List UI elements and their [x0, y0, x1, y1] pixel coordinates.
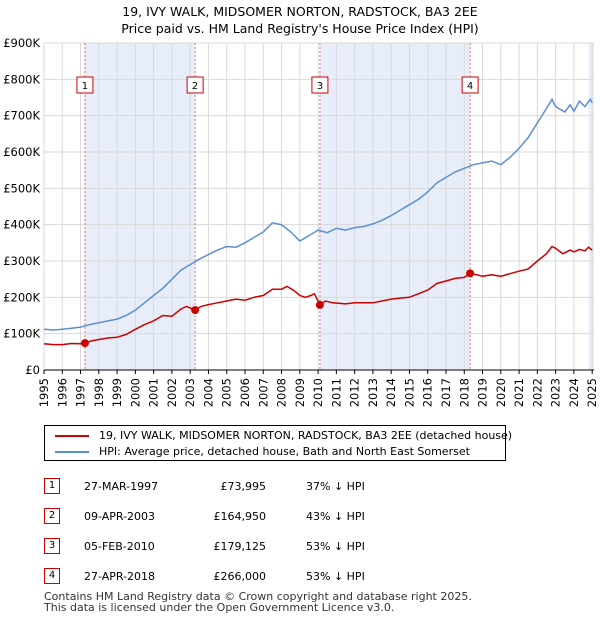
legend-hpi-label: HPI: Average price, detached house, Bath… [99, 445, 470, 458]
sale-label-number: 3 [317, 81, 323, 92]
x-tick-label: 2023 [549, 378, 563, 407]
chart-subtitle: Price paid vs. HM Land Registry's House … [121, 21, 479, 36]
legend-hpi-swatch [55, 451, 89, 453]
x-tick-label: 2017 [439, 378, 453, 407]
sale-row: 3 05-FEB-2010 £179,125 53% ↓ HPI [0, 536, 600, 566]
shaded-range [588, 43, 594, 370]
sale-hpi-diff: 53% ↓ HPI [306, 570, 365, 583]
x-tick-label: 2012 [348, 378, 362, 407]
x-tick-label: 2022 [530, 378, 544, 407]
y-tick-label: £500K [3, 181, 40, 195]
x-tick-label: 2018 [457, 378, 471, 407]
copyright-notice: Contains HM Land Registry data © Crown c… [44, 590, 472, 603]
x-tick-label: 2025 [585, 378, 599, 407]
sale-label-number: 1 [82, 81, 88, 92]
x-tick-label: 2016 [421, 378, 435, 407]
sale-date: 09-APR-2003 [84, 510, 156, 523]
shaded-range [84, 43, 196, 370]
sale-number-badge: 2 [44, 508, 60, 524]
x-tick-label: 1995 [37, 378, 51, 407]
x-tick-label: 2010 [311, 378, 325, 407]
y-tick-label: £100K [3, 327, 40, 341]
x-tick-label: 1998 [92, 378, 106, 407]
x-tick-label: 2002 [165, 378, 179, 407]
y-tick-label: £300K [3, 254, 40, 268]
x-tick-label: 1999 [110, 378, 124, 407]
legend-property-label: 19, IVY WALK, MIDSOMER NORTON, RADSTOCK,… [99, 429, 513, 442]
x-tick-label: 2019 [476, 378, 490, 407]
x-tick-label: 2013 [366, 378, 380, 407]
x-tick-label: 2005 [220, 378, 234, 407]
y-tick-label: £900K [3, 36, 40, 50]
x-tick-label: 2009 [293, 378, 307, 407]
sale-point [191, 306, 200, 315]
sale-price: £73,995 [220, 480, 267, 493]
x-tick-label: 1997 [74, 378, 88, 407]
x-tick-label: 2020 [494, 378, 508, 407]
sale-hpi-diff: 37% ↓ HPI [306, 480, 365, 493]
x-tick-label: 2015 [402, 378, 416, 407]
y-tick-label: £800K [3, 72, 40, 86]
sale-hpi-diff: 43% ↓ HPI [306, 510, 365, 523]
x-tick-label: 2008 [275, 378, 289, 407]
sale-label-box [311, 76, 329, 94]
price-chart: 1 2 3 4 £0 £100K £200K £300K £400K £500K £600K £70… [3, 36, 599, 407]
x-axis-ticks: 1995 1996 1997 1998 1999 2000 2001 2002 2003 2004… [37, 369, 599, 407]
sale-point [80, 339, 89, 348]
x-tick-label: 2021 [512, 378, 526, 407]
sale-label-number: 4 [467, 81, 473, 92]
hpi-line [43, 97, 593, 331]
sale-hpi-diff: 53% ↓ HPI [306, 540, 365, 553]
sale-number-badge: 4 [44, 568, 60, 584]
x-tick-label: 1996 [55, 378, 69, 407]
sale-price: £266,000 [213, 570, 267, 583]
sale-label-number: 2 [192, 81, 198, 92]
x-tick-label: 2006 [238, 378, 252, 407]
sale-label-boxes: 1 2 3 4 [76, 76, 479, 94]
x-tick-label: 2011 [329, 378, 343, 407]
legend-property-swatch [55, 435, 89, 437]
sale-row: 4 27-APR-2018 £266,000 53% ↓ HPI [0, 566, 600, 596]
x-tick-label: 2024 [567, 378, 581, 407]
sale-point [466, 269, 475, 278]
sale-number-badge: 1 [44, 478, 60, 494]
y-tick-label: £200K [3, 290, 40, 304]
x-tick-label: 2004 [201, 378, 215, 407]
y-tick-label: £0 [25, 363, 40, 377]
sale-label-box [461, 76, 479, 94]
sale-points [80, 269, 475, 348]
chart-legend: 19, IVY WALK, MIDSOMER NORTON, RADSTOCK,… [44, 425, 512, 461]
y-tick-label: £600K [3, 145, 40, 159]
license-notice: This data is licensed under the Open Gov… [44, 601, 395, 614]
y-tick-label: £400K [3, 218, 40, 232]
sale-date: 27-APR-2018 [84, 570, 156, 583]
y-axis-ticks: £0 £100K £200K £300K £400K £500K £600K £700K £80… [3, 36, 40, 377]
sale-number-badge: 3 [44, 538, 60, 554]
sale-point [315, 300, 324, 309]
sale-marker-lines [84, 43, 471, 370]
shaded-range [319, 43, 471, 370]
x-tick-label: 2007 [256, 378, 270, 407]
x-tick-label: 2003 [183, 378, 197, 407]
sale-date: 27-MAR-1997 [84, 480, 159, 493]
sale-price: £164,950 [213, 510, 267, 523]
sale-row: 1 27-MAR-1997 £73,995 37% ↓ HPI [0, 476, 600, 506]
x-tick-label: 2014 [384, 378, 398, 407]
x-tick-label: 2000 [128, 378, 142, 407]
y-tick-label: £700K [3, 109, 40, 123]
sale-row: 2 09-APR-2003 £164,950 43% ↓ HPI [0, 506, 600, 536]
sale-date: 05-FEB-2010 [84, 540, 155, 553]
x-tick-label: 2001 [147, 378, 161, 407]
chart-title: 19, IVY WALK, MIDSOMER NORTON, RADSTOCK,… [122, 4, 478, 19]
sale-price: £179,125 [213, 540, 267, 553]
sale-label-box [76, 76, 94, 94]
sale-label-box [186, 76, 204, 94]
